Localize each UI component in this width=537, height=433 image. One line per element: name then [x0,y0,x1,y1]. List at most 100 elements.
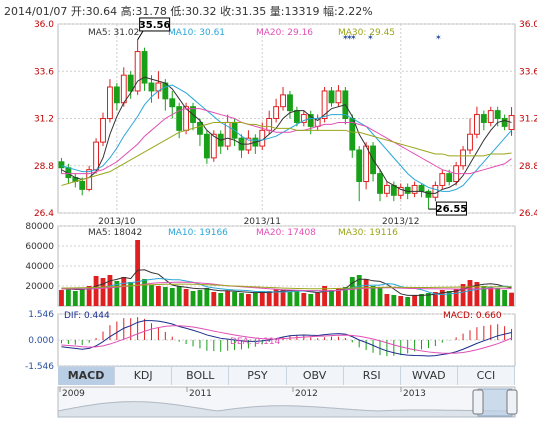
price-tick-label-right: 36.0 [519,20,537,30]
candle-body [58,161,65,169]
dea-line [61,325,512,354]
low-annotation-label: 26.55 [436,204,468,215]
volume-bar [259,292,265,306]
volume-bar [211,292,217,306]
price-ma30-line [61,121,512,186]
volume-bar [460,284,466,306]
tab-macd[interactable]: MACD [58,367,116,385]
price-tick-label-right: 26.4 [519,209,537,219]
volume-bar [453,289,459,306]
candle-body [432,184,439,198]
volume-bar [128,282,134,306]
volume-bar [93,276,99,306]
candle-body [494,110,501,119]
close-label: 收: [220,5,235,18]
volume-bar [377,288,383,306]
quote-date: 2014/01/07 [4,5,68,18]
candle-body [300,114,307,123]
volume-bar [294,291,300,306]
quote-header: 2014/01/07 开:30.64 高:31.78 低:30.32 收:31.… [4,3,373,19]
navigator-year-label: 2012 [295,389,318,399]
candle-body [460,149,466,167]
date-tick-label: 2013/10 [98,217,136,227]
price-tick-label-left: 36.0 [34,20,54,30]
tab-kdj[interactable]: KDJ [115,367,173,385]
volume-bar [356,275,362,306]
volume-bar [419,294,424,306]
volume-bar [65,288,71,306]
tab-wvad[interactable]: WVAD [401,367,458,385]
low-annotation-box [435,201,467,216]
volume-bar [336,288,341,306]
volume-bar [232,292,237,306]
tab-rsi[interactable]: RSI [344,367,401,385]
tab-psy[interactable]: PSY [229,367,287,385]
tab-cci[interactable]: CCI [458,367,515,385]
candle-body [141,51,148,84]
price-tick-label-left: 33.6 [34,67,54,77]
volume-value: 13319 [284,5,320,18]
date-tick-label: 2013/11 [244,217,281,227]
volume-bar [363,279,369,306]
volume-bar [315,293,321,306]
navigator-year-label: 2011 [189,389,212,399]
volume-tick-label: 20000 [25,282,54,292]
navigator-year-label: 2009 [62,389,85,399]
candle-body [397,186,404,196]
candle-body [321,90,328,119]
candle-body [439,173,446,186]
event-marker: ✶ [367,33,374,42]
volume-bar [301,293,307,306]
candle-body [356,149,363,182]
candle-body [169,98,176,108]
volume-bar [287,292,293,306]
volume-bar [107,275,113,306]
candle-body [134,51,141,92]
price-legend-1: MA10: 30.61 [168,28,225,38]
volume-bar [329,290,334,306]
high-label: 高: [120,5,136,18]
price-tick-label-left: 26.4 [34,209,54,219]
high-pointer [137,29,145,41]
indicator-tabs: MACD KDJ BOLL PSY OBV RSI WVAD CCI [58,366,515,385]
low-label: 低: [170,5,186,18]
volume-bar [495,288,501,306]
candle-body [377,173,383,194]
price-legend-0: MA5: 31.02 [88,28,139,38]
tab-boll[interactable]: BOLL [172,367,230,385]
volume-bar [225,291,231,306]
volume-bar [197,290,203,306]
change-value: 2.22% [337,5,373,18]
dif-line [61,320,512,357]
volume-tick-label: 80000 [25,222,54,232]
tab-obv[interactable]: OBV [287,367,344,385]
volume-ma10-line [61,277,512,296]
volume-bar [176,286,182,306]
price-tick-label-right: 33.6 [519,67,537,77]
high-value: 31.78 [135,5,167,18]
navigator-series [57,401,516,418]
price-tick-label-left: 31.2 [34,115,54,125]
price-legend-2: MA20: 29.16 [256,28,313,38]
navigator-right-handle [506,389,518,415]
volume-bar [86,286,92,306]
volume-bar [204,288,210,306]
volume-bar [439,290,445,306]
volume-bar [273,289,279,306]
volume-tick-label: 40000 [25,262,54,272]
candle-body [203,133,210,159]
candle-body [383,184,390,194]
volume-bar [426,293,431,306]
candle-body [162,82,169,100]
candle-body [127,74,134,92]
macd-tick-label: -1.546 [25,362,54,372]
volume-bar [474,282,480,306]
dea-legend: DEA: 0.114 [230,337,281,347]
navigator-year-label: 2013 [403,389,426,399]
candle-body [120,74,127,104]
volume-bar [162,287,168,306]
volume-bar [190,291,196,306]
candle-body [328,90,335,104]
volume-bar [72,291,78,306]
